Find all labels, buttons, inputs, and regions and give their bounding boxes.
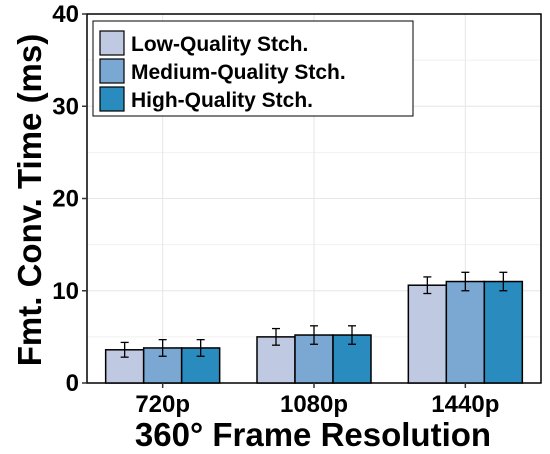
- error-bars: [120, 271, 508, 358]
- y-tick-label: 10: [52, 278, 79, 305]
- bar: [483, 280, 524, 384]
- legend-swatch: [99, 30, 125, 56]
- error-bar: [461, 271, 470, 292]
- legend: Low-Quality Stch. Medium-Quality Stch. Hig…: [92, 20, 414, 117]
- error-bar: [272, 327, 280, 346]
- error-bar: [499, 271, 508, 292]
- y-tick-label: 30: [52, 93, 79, 120]
- bar: [445, 280, 486, 384]
- error-bar: [348, 325, 356, 345]
- legend-label: Low-Quality Stch.: [131, 33, 308, 56]
- error-bar: [423, 276, 432, 295]
- legend-label: Medium-Quality Stch.: [131, 61, 346, 84]
- y-tick-label: 20: [52, 186, 79, 213]
- legend-swatch: [99, 58, 125, 84]
- error-bar: [310, 325, 318, 345]
- y-tick-label: 40: [52, 1, 79, 28]
- x-axis-title: 360° Frame Resolution: [135, 416, 491, 453]
- error-bar: [120, 341, 129, 358]
- legend-box: [92, 20, 414, 117]
- bars: [104, 280, 524, 384]
- x-tick-label: 720p: [135, 391, 190, 418]
- legend-swatch: [99, 86, 125, 112]
- y-axis-ticks: 0 10 20 30 40: [52, 1, 87, 397]
- bar: [407, 284, 448, 384]
- x-tick-label: 1080p: [280, 391, 348, 418]
- y-tick-label: 0: [66, 370, 79, 397]
- x-tick-label: 1440p: [431, 391, 499, 418]
- legend-label: High-Quality Stch.: [131, 89, 313, 112]
- error-bar: [196, 338, 205, 357]
- y-axis-title: Fmt. Conv. Time (ms): [11, 34, 48, 366]
- error-bar: [158, 338, 167, 357]
- x-axis-ticks: 720p 1080p 1440p: [135, 383, 499, 418]
